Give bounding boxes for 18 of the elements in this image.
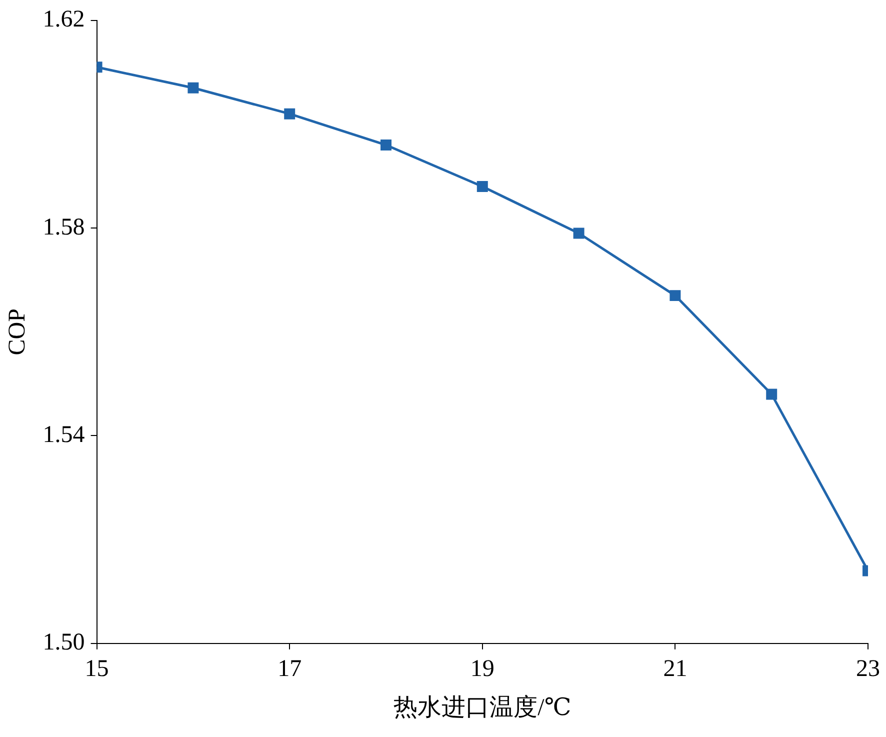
x-tick-label: 23 — [856, 656, 880, 682]
point — [670, 290, 681, 302]
point — [573, 228, 584, 239]
y-axis-title: COP — [4, 308, 31, 356]
point — [284, 108, 296, 120]
y-tick-label: 1.62 — [42, 6, 85, 33]
x-tick-label: 19 — [470, 656, 494, 682]
point — [766, 388, 778, 400]
x-tick-label: 17 — [278, 656, 302, 682]
point — [476, 181, 488, 192]
point — [188, 82, 199, 94]
y-tick-label: 1.50 — [42, 630, 85, 656]
point — [380, 140, 392, 150]
y-tick-label: 1.58 — [42, 214, 85, 240]
y-tick-label: 1.54 — [42, 422, 85, 448]
x-axis-title: 热水进口温度/℃ — [394, 694, 572, 721]
x-tick-label: 21 — [663, 656, 688, 682]
x-tick-label: 15 — [84, 656, 109, 682]
